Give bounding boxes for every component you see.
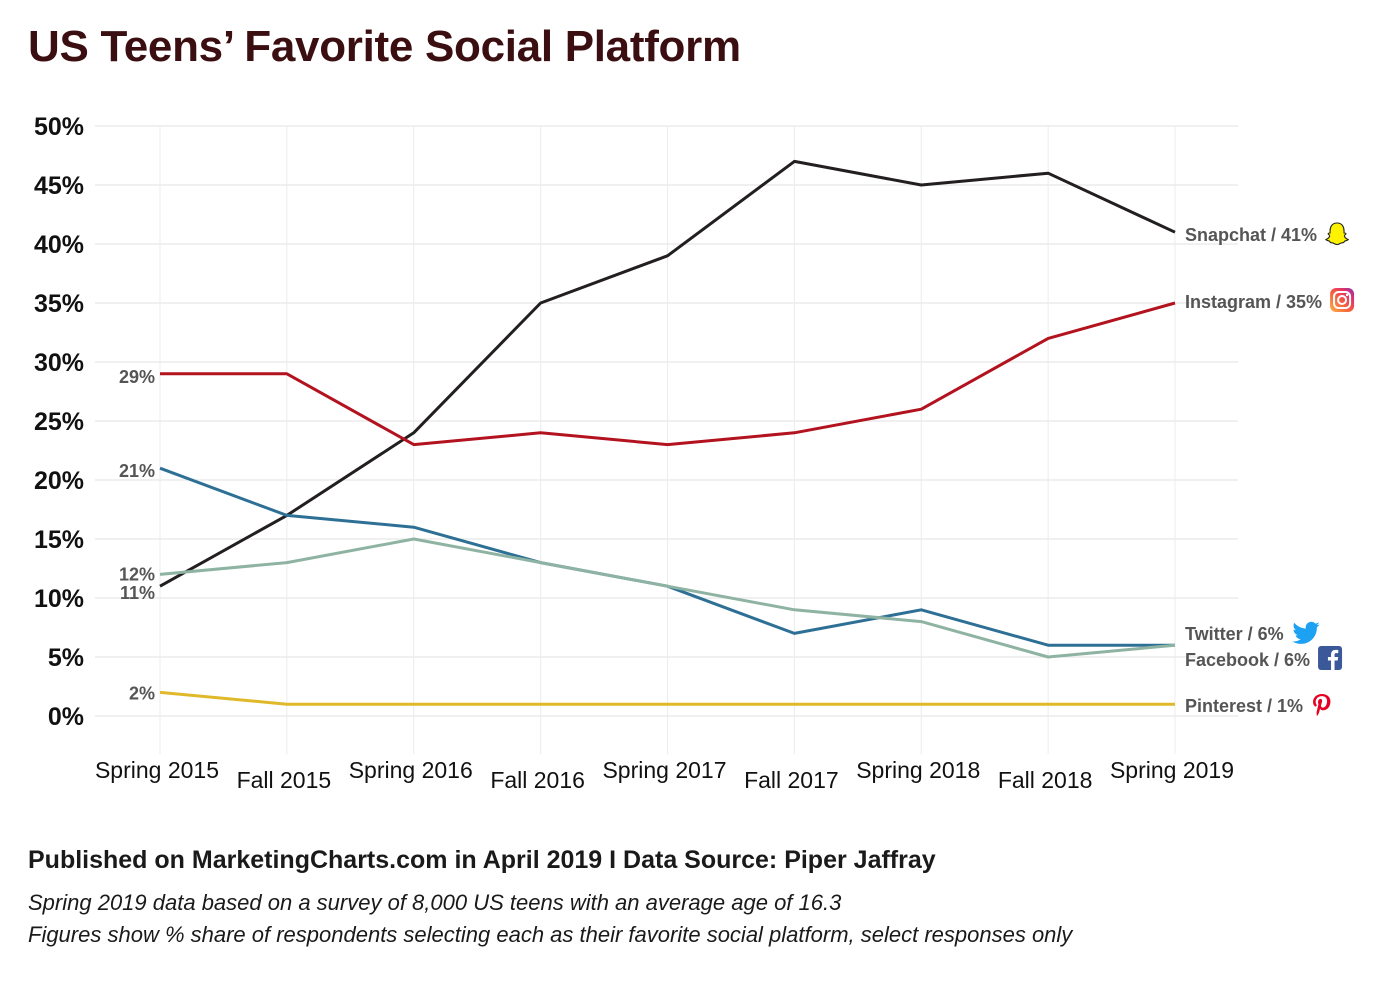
y-tick-label: 5%: [48, 644, 84, 672]
start-label-instagram: 29%: [119, 367, 155, 387]
x-tick-label: Fall 2018: [998, 767, 1093, 793]
y-tick-label: 10%: [34, 585, 84, 613]
x-tick-label: Fall 2015: [237, 767, 332, 793]
x-tick-label: Fall 2017: [744, 767, 839, 793]
y-tick-label: 15%: [34, 526, 84, 554]
y-tick-label: 40%: [34, 231, 84, 259]
y-tick-label: 30%: [34, 349, 84, 377]
series-line-instagram: [160, 301, 1176, 447]
pinterest-icon: [1313, 694, 1331, 716]
source-line: Published on MarketingCharts.com in Apri…: [28, 846, 936, 874]
x-tick-label: Spring 2018: [856, 757, 980, 783]
x-tick-label: Spring 2017: [602, 757, 726, 783]
x-tick-label: Spring 2016: [349, 757, 473, 783]
y-tick-label: 50%: [34, 113, 84, 141]
footnote-survey: Spring 2019 data based on a survey of 8,…: [28, 890, 842, 915]
x-tick-label: Fall 2016: [490, 767, 585, 793]
y-tick-label: 20%: [34, 467, 84, 495]
x-tick-label: Spring 2019: [1110, 757, 1234, 783]
y-tick-label: 25%: [34, 408, 84, 436]
footnote-figures: Figures show % share of respondents sele…: [28, 922, 1073, 947]
end-label-instagram: Instagram / 35%: [1185, 292, 1322, 312]
y-tick-label: 0%: [48, 703, 84, 731]
platform-icons: [1292, 222, 1355, 716]
instagram-icon: [1330, 288, 1355, 312]
start-label-twitter: 21%: [119, 461, 155, 481]
x-tick-label: Spring 2015: [95, 757, 219, 783]
end-label-snapchat: Snapchat / 41%: [1185, 225, 1317, 245]
series-lines: [159, 159, 1176, 706]
series-line-snapchat: [159, 159, 1176, 588]
y-tick-label: 45%: [34, 172, 84, 200]
chart-title: US Teens’ Favorite Social Platform: [28, 22, 741, 71]
x-axis-tick-labels: Spring 2015 Fall 2015 Spring 2016 Fall 2016…: [95, 757, 1234, 793]
gridlines: [95, 125, 1238, 754]
end-label-twitter: Twitter / 6%: [1185, 624, 1284, 644]
line-chart: 0% 5% 10% 15% 20% 25% 30% 35% 40% 45% 50% Spring 2…: [34, 113, 1355, 793]
snapchat-icon: [1325, 222, 1350, 246]
end-label-pinterest: Pinterest / 1%: [1185, 696, 1303, 716]
start-label-pinterest: 2%: [129, 683, 155, 703]
end-label-facebook: Facebook / 6%: [1185, 650, 1310, 670]
y-tick-label: 35%: [34, 290, 84, 318]
series-line-pinterest: [159, 690, 1175, 706]
facebook-icon: [1318, 646, 1343, 670]
y-axis-tick-labels: 0% 5% 10% 15% 20% 25% 30% 35% 40% 45% 50%: [34, 113, 84, 731]
series-line-facebook: [159, 537, 1176, 659]
start-label-snapchat: 11%: [120, 583, 155, 603]
twitter-icon: [1292, 621, 1320, 644]
series-labels: 11% 29% 21% 12% 2% Snapchat / 41% Instagram / …: [119, 225, 1322, 716]
start-label-facebook: 12%: [119, 564, 155, 584]
